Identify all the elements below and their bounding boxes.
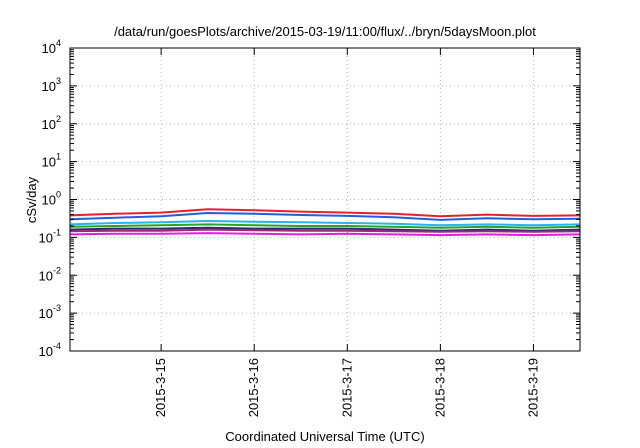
chart-title: /data/run/goesPlots/archive/2015-03-19/1… <box>114 24 536 39</box>
y-tick-label: 10-1 <box>39 227 61 245</box>
series-line <box>69 220 581 227</box>
series-line <box>69 208 581 218</box>
series-group <box>69 208 581 237</box>
x-tick-label: 2015-3-19 <box>525 358 540 417</box>
y-tick-labels: 10-4 10-3 10-2 10-1 100 101 102 103 104 <box>39 38 61 359</box>
y-tick-label: 103 <box>42 76 61 94</box>
series-line <box>69 212 581 221</box>
x-axis-label: Coordinated Universal Time (UTC) <box>225 429 424 444</box>
series-line <box>69 228 581 233</box>
grid <box>70 48 580 351</box>
series-line <box>69 226 581 232</box>
y-tick-label: 10-3 <box>39 303 61 321</box>
y-tick-label: 10-4 <box>39 341 61 359</box>
x-tick-label: 2015-3-16 <box>246 358 261 417</box>
series-line <box>69 223 581 229</box>
ticks <box>70 47 580 352</box>
x-tick-label: 2015-3-18 <box>432 358 447 417</box>
y-tick-label: 100 <box>42 190 61 208</box>
x-tick-label: 2015-3-15 <box>153 358 168 417</box>
y-tick-label: 102 <box>42 114 61 132</box>
x-tick-labels: 2015-3-15 2015-3-16 2015-3-17 2015-3-18 2015… <box>153 358 540 417</box>
x-tick-label: 2015-3-17 <box>339 358 354 417</box>
y-tick-label: 101 <box>42 152 61 170</box>
y-tick-label: 104 <box>42 38 61 56</box>
y-tick-label: 10-2 <box>39 265 61 283</box>
y-axis-label: cSv/day <box>24 176 39 223</box>
series-line <box>69 232 581 237</box>
